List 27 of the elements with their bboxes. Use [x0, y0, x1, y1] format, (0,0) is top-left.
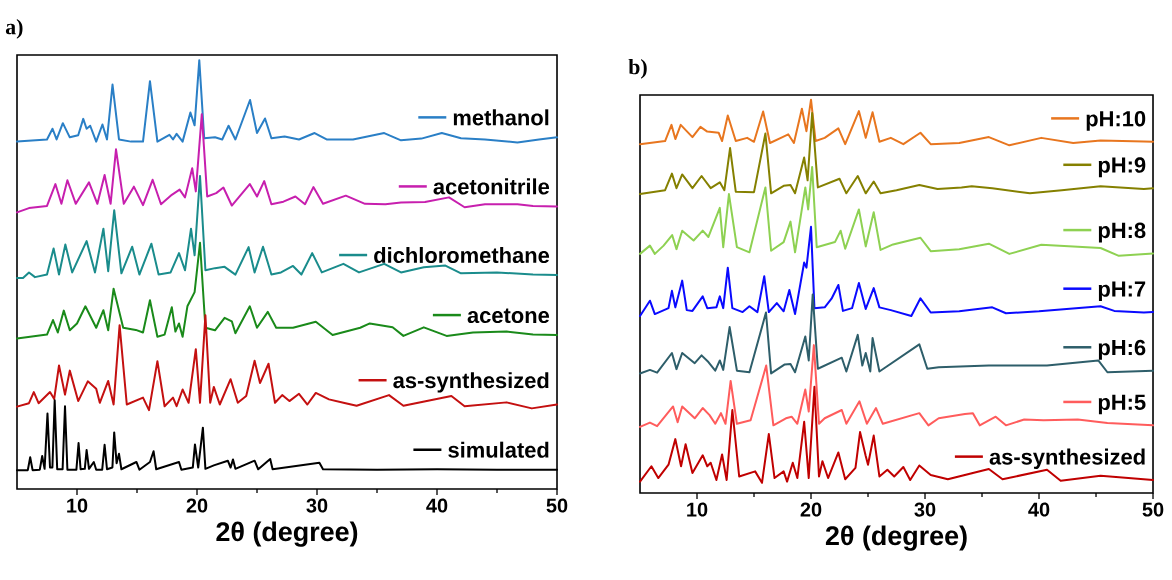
legend-label: simulated	[448, 441, 549, 458]
x-tick-label: 30	[914, 502, 936, 517]
x-tick-label: 20	[800, 502, 822, 517]
legend-label: pH:10	[1086, 110, 1146, 131]
x-axis-title: 2θ (degree)	[216, 521, 358, 547]
x-axis-title: 2θ (degree)	[825, 525, 967, 551]
x-tick-label: 30	[306, 498, 328, 513]
x-tick-label: 10	[687, 502, 708, 517]
x-tick-label: 40	[426, 498, 448, 513]
x-tick-label: 50	[1142, 502, 1164, 517]
legend-label: pH:8	[1098, 222, 1146, 243]
text: a)	[5, 18, 23, 39]
legend-label: methanol	[453, 109, 549, 126]
legend-label: acetone	[467, 308, 550, 324]
legend-label: pH:9	[1098, 157, 1146, 178]
legend-label: pH:7	[1098, 281, 1146, 302]
legend-label: as-synthesized	[989, 448, 1145, 469]
legend-label: dichloromethane	[374, 246, 550, 264]
legend-label: pH:6	[1098, 339, 1146, 360]
x-tick-label: 10	[67, 498, 88, 513]
x-tick-label: 50	[546, 498, 568, 513]
x-tick-label: 40	[1028, 502, 1050, 517]
legend-label: pH:5	[1098, 394, 1146, 415]
text: b)	[628, 58, 647, 79]
legend-label: as-synthesized	[393, 372, 549, 393]
x-tick-label: 20	[186, 498, 208, 513]
legend-label: acetonitrile	[433, 178, 550, 195]
